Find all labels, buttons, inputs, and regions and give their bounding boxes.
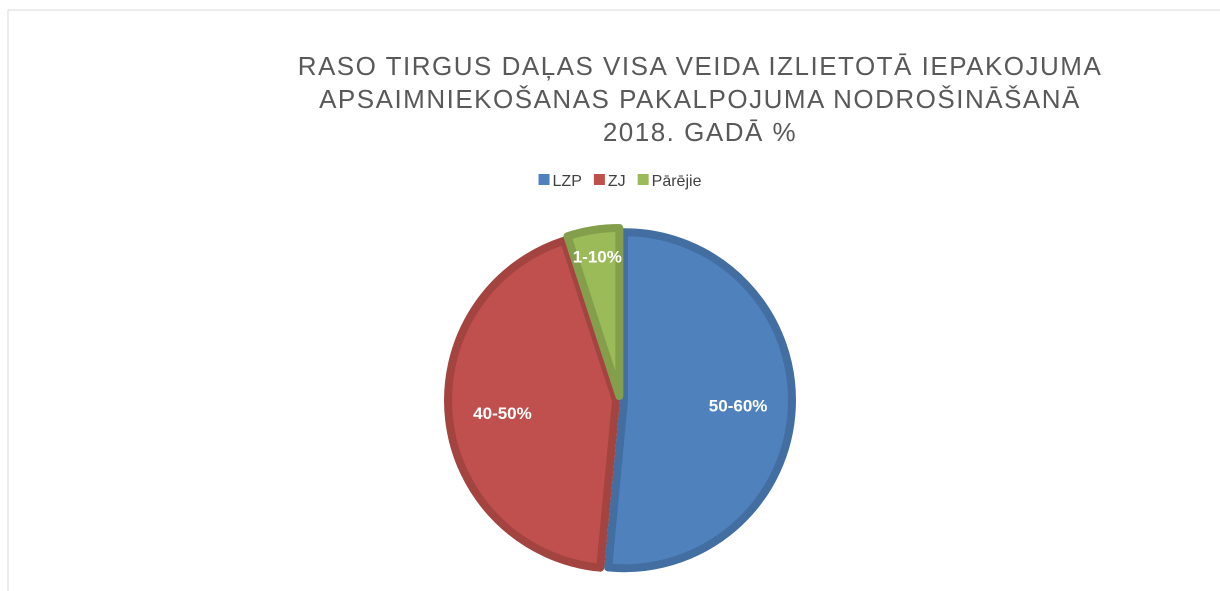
data-label: 40-50% <box>473 404 532 423</box>
pie: 50-60% 40-50% 1-10% <box>444 224 796 573</box>
legend: LZP ZJ Pārējie <box>538 173 702 190</box>
legend-swatch <box>637 174 649 185</box>
pie-slice <box>444 236 621 572</box>
pie-slice <box>563 224 624 401</box>
data-label: 1-10% <box>573 248 622 267</box>
data-label: 50-60% <box>709 397 768 416</box>
legend-label: LZP <box>553 173 582 190</box>
legend-swatch <box>538 174 550 185</box>
legend-label: ZJ <box>608 173 626 190</box>
pie-slice <box>604 228 796 573</box>
chart-title: 2018. GADĀ % <box>603 117 797 147</box>
chart-title: RASO TIRGUS DAĻAS VISA VEIDA IZLIETOTĀ I… <box>298 51 1103 81</box>
legend-label: Pārējie <box>652 173 702 190</box>
legend-swatch <box>593 174 605 185</box>
chart-title: APSAIMNIEKOŠANAS PAKALPOJUMA NODROŠINĀŠA… <box>319 84 1081 114</box>
